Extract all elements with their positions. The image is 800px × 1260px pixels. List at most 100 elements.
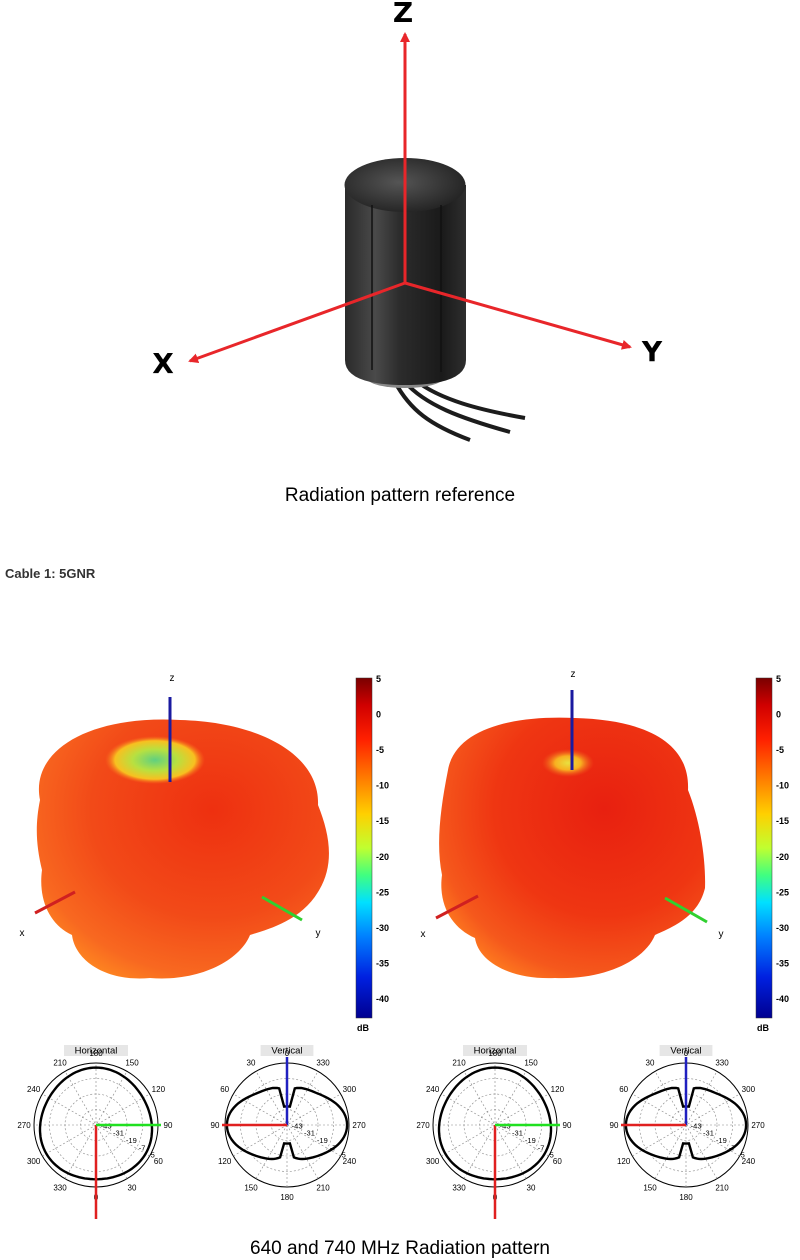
polar-grid-spoke	[463, 1071, 527, 1179]
polar-plots: Horizontal180150120906030033030027024021…	[17, 1045, 765, 1219]
polar-angle-label: 270	[751, 1121, 765, 1130]
polar-angle-label: 270	[17, 1121, 31, 1130]
polar-ring-label: -19	[317, 1136, 328, 1145]
polar-pattern-curve	[624, 1086, 748, 1161]
polar-angle-label: 60	[220, 1085, 229, 1094]
polar-angle-label: 30	[527, 1183, 536, 1192]
colorbar-tick-label: -10	[776, 781, 789, 791]
polar-title: Horizontal	[474, 1046, 517, 1057]
polar-title: Vertical	[670, 1046, 701, 1057]
polar-angle-label: 270	[352, 1121, 366, 1130]
polar-pattern-curve	[225, 1086, 349, 1161]
polar-angle-label: 180	[280, 1193, 294, 1202]
polar-ring-label: -43	[691, 1122, 702, 1131]
pattern-null-region	[105, 736, 205, 784]
pattern-z-label: z	[170, 673, 175, 684]
polar-grid-spoke	[255, 1071, 319, 1179]
pattern-caption: 640 and 740 MHz Radiation pattern	[250, 1238, 550, 1259]
polar-title: Horizontal	[75, 1046, 118, 1057]
pattern-y-axis	[664, 896, 708, 924]
polar-angle-label: 180	[89, 1049, 103, 1058]
colorbar-tick-label: -30	[376, 923, 389, 933]
colorbar-tick-label: -15	[376, 816, 389, 826]
polar-ring-label: -19	[716, 1136, 727, 1145]
z-axis-label: Z	[393, 0, 413, 29]
polar-ring-label: -31	[703, 1129, 714, 1138]
polar-angle-label: 150	[125, 1059, 139, 1068]
antenna-reference-diagram: Z X Y	[152, 0, 663, 442]
polar-grid-spoke	[441, 1093, 549, 1157]
polar-angle-label: 120	[218, 1157, 232, 1166]
pattern-x-axis	[34, 890, 76, 915]
colorbar-tick-label: -20	[776, 852, 789, 862]
horizontal-polar-plot: Horizontal180150120906030033030027024021…	[17, 1045, 173, 1219]
polar-angle-label: 90	[610, 1121, 619, 1130]
polar-angle-label: 150	[244, 1183, 258, 1192]
polar-angle-label: 330	[316, 1059, 330, 1068]
polar-ring-label: -19	[525, 1136, 536, 1145]
polar-title-background	[659, 1045, 713, 1056]
polar-angle-label: 120	[152, 1085, 166, 1094]
reference-axes	[188, 32, 632, 363]
polar-angle-label: 300	[343, 1085, 357, 1094]
polar-ring-label: -31	[512, 1129, 523, 1138]
colorbar-tick-label: -5	[376, 745, 384, 755]
polar-angle-label: 270	[416, 1121, 430, 1130]
pattern-3d-surface	[439, 717, 706, 979]
polar-grid-spoke	[64, 1071, 128, 1179]
pattern-x-label: x	[421, 929, 426, 940]
polar-grid-spoke	[654, 1071, 718, 1179]
polar-angle-label: 120	[551, 1085, 565, 1094]
polar-angle-label: 240	[27, 1085, 41, 1094]
pattern-z-label: z	[571, 669, 576, 680]
colorbar-tick-label: 0	[776, 710, 781, 720]
polar-angle-label: 180	[679, 1193, 693, 1202]
polar-title: Vertical	[271, 1046, 302, 1057]
polar-angle-label: 180	[488, 1049, 502, 1058]
polar-angle-label: 0	[285, 1049, 290, 1058]
pattern-x-axis	[435, 894, 479, 920]
polar-angle-label: 240	[742, 1157, 756, 1166]
polar-ring-label: -7	[139, 1144, 146, 1153]
polar-angle-label: 330	[452, 1183, 466, 1192]
polar-grid-spoke	[255, 1071, 319, 1179]
colorbar-tick-label: 5	[776, 674, 781, 684]
antenna-cables	[393, 378, 526, 442]
polar-angle-label: 300	[426, 1157, 440, 1166]
polar-ring-label: -31	[304, 1129, 315, 1138]
polar-angle-label: 60	[553, 1157, 562, 1166]
polar-angle-label: 300	[27, 1157, 41, 1166]
polar-angle-label: 330	[715, 1059, 729, 1068]
polar-ring-label: 5	[151, 1150, 155, 1159]
polar-ring-label: -7	[538, 1144, 545, 1153]
pattern-null-region	[542, 749, 594, 777]
section-title: Cable 1: 5GNR	[5, 566, 96, 581]
polar-angle-label: 30	[128, 1183, 137, 1192]
polar-grid-spoke	[64, 1071, 128, 1179]
polar-ring-label: -31	[113, 1129, 124, 1138]
x-axis-label: X	[152, 347, 174, 380]
colorbar-tick-label: -40	[376, 994, 389, 1004]
polar-angle-label: 300	[742, 1085, 756, 1094]
polar-ring-label: -19	[126, 1136, 137, 1145]
colorbar-tick-label: -20	[376, 852, 389, 862]
pattern-x-label: x	[20, 928, 25, 939]
colorbar-tick-label: 0	[376, 710, 381, 720]
polar-angle-label: 150	[524, 1059, 538, 1068]
horizontal-polar-plot: Horizontal180150120906030033030027024021…	[416, 1045, 572, 1219]
polar-angle-label: 90	[211, 1121, 220, 1130]
polar-grid-spoke	[654, 1071, 718, 1179]
x-axis-arrow	[188, 281, 406, 363]
polar-ring-label: -43	[292, 1122, 303, 1131]
colorbar-gradient	[355, 677, 373, 1019]
antenna-body	[345, 185, 466, 385]
colorbar-tick-label: -30	[776, 923, 789, 933]
polar-angle-label: 210	[53, 1059, 67, 1068]
colorbar-tick-label: -15	[776, 816, 789, 826]
polar-ring-label: 5	[550, 1150, 554, 1159]
colorbar-gradient	[755, 677, 773, 1019]
pattern-y-label: y	[719, 929, 724, 940]
polar-angle-label: 60	[619, 1085, 628, 1094]
y-axis-arrow	[404, 281, 632, 350]
